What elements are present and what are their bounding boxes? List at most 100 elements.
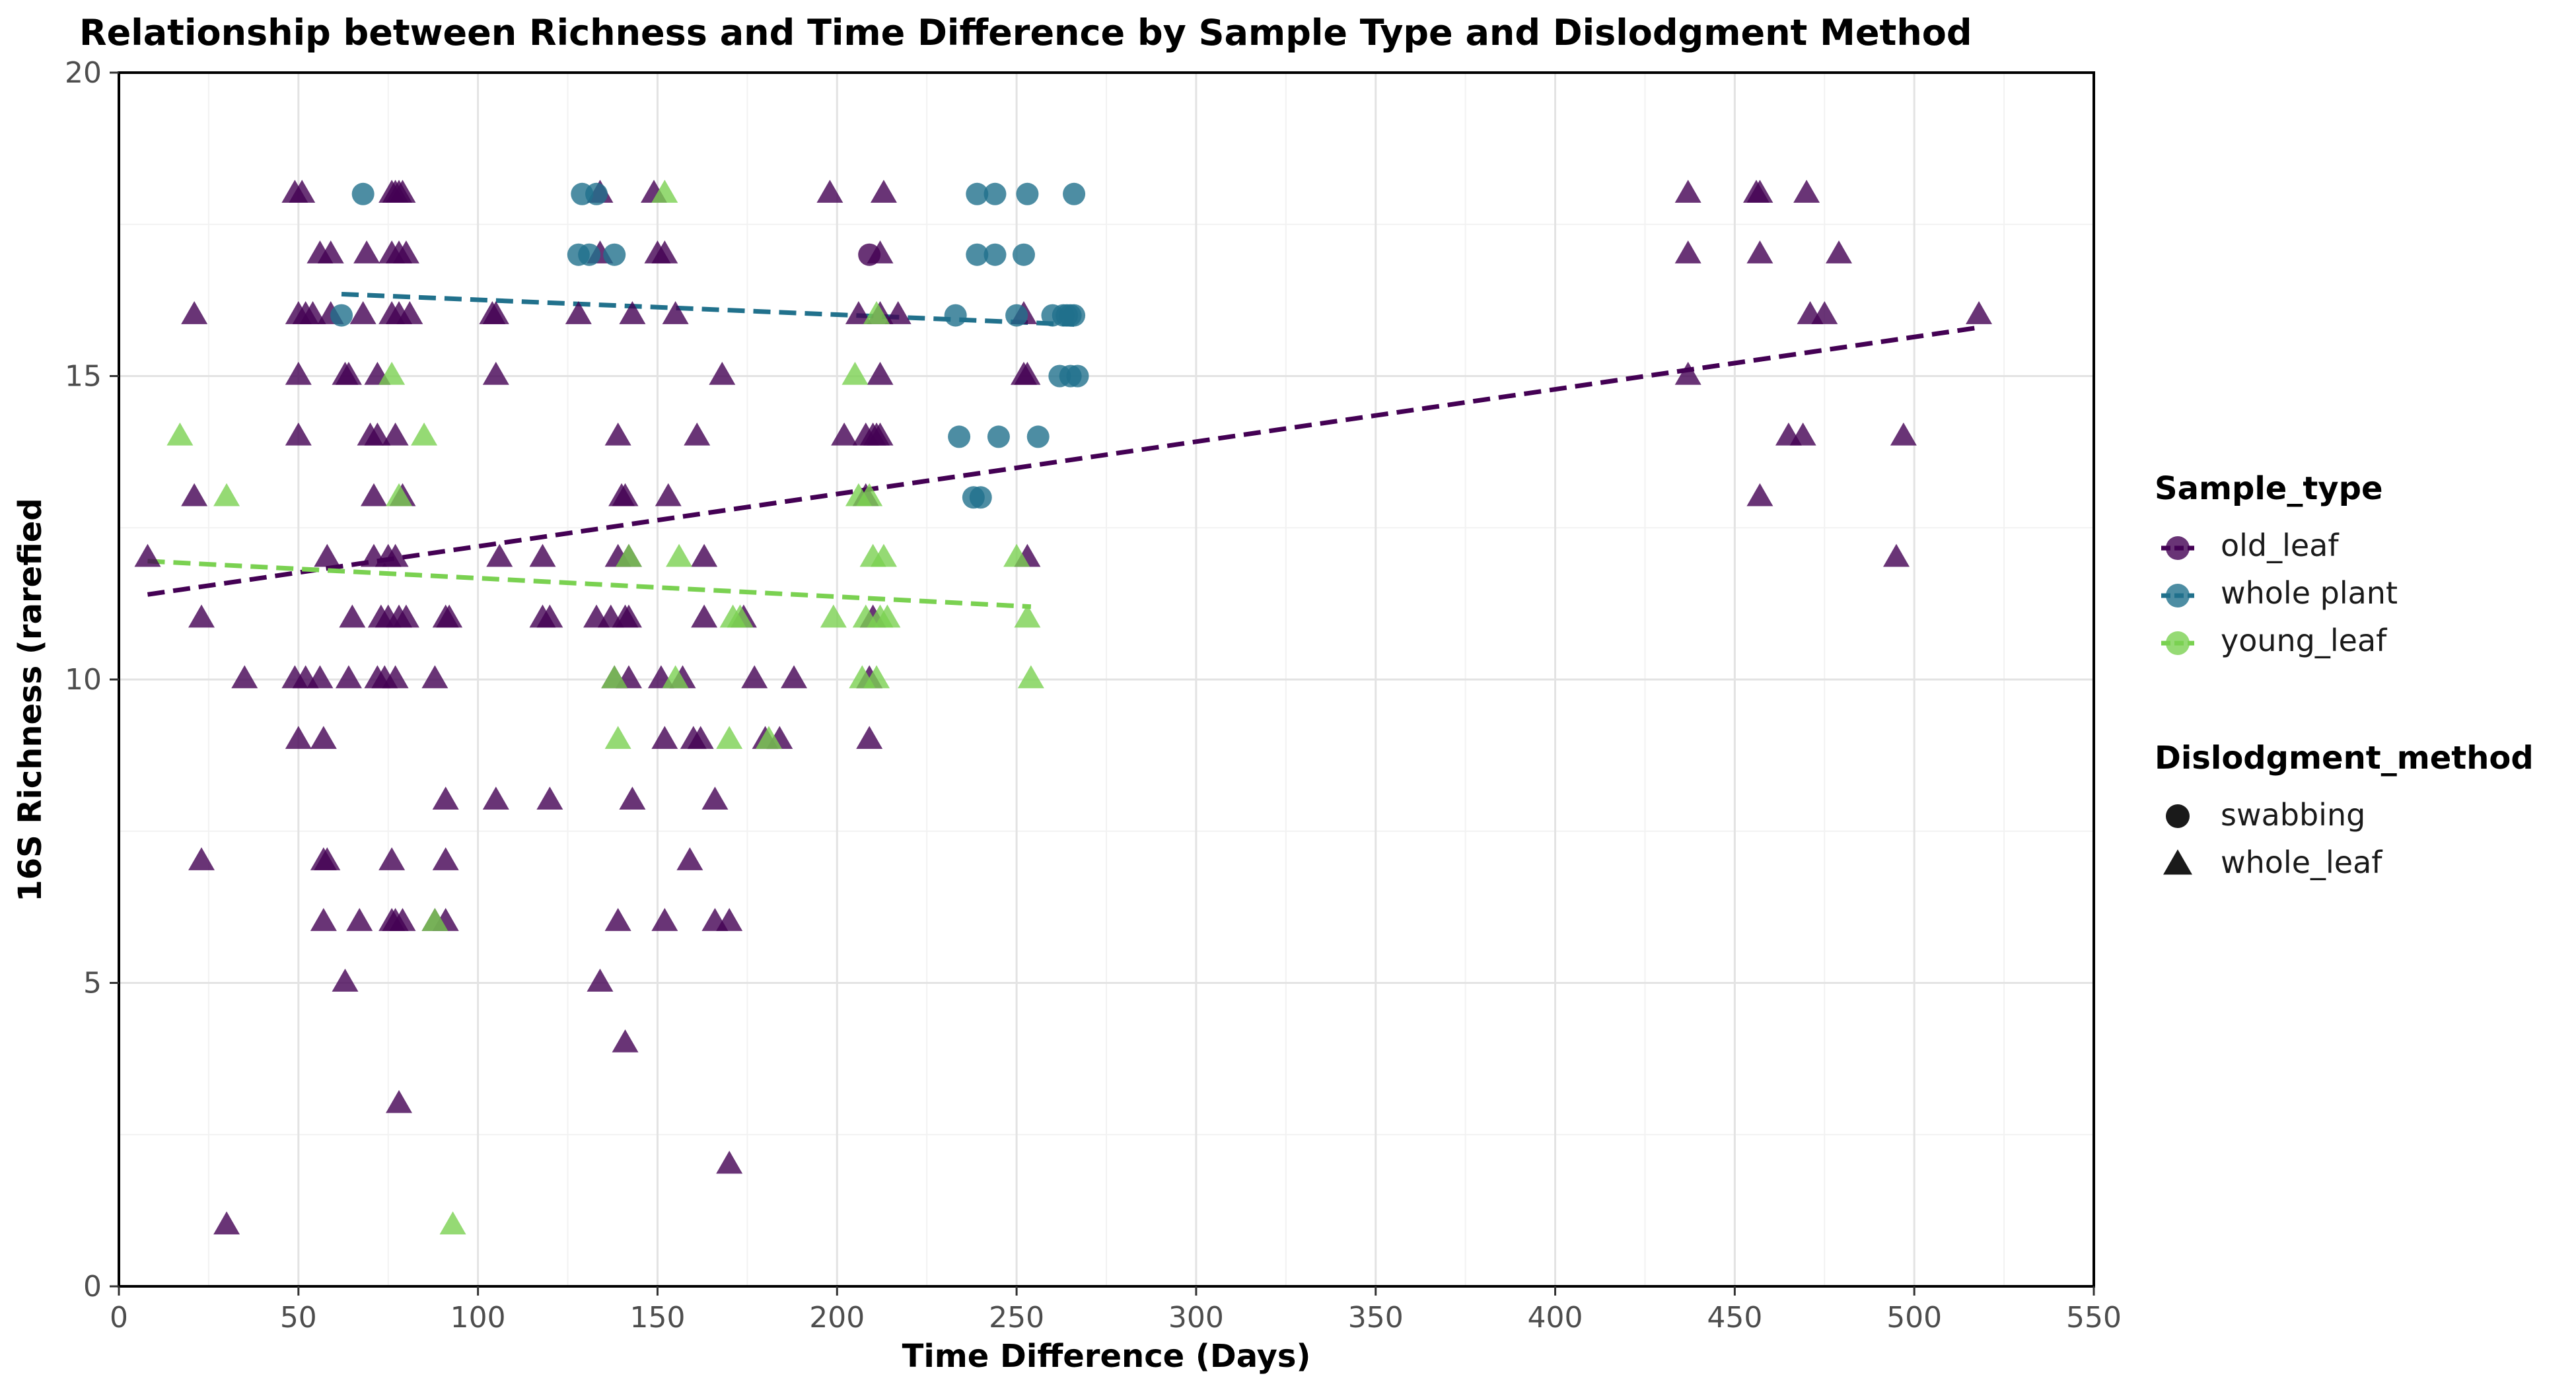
data-point [310, 726, 337, 749]
data-point [651, 240, 678, 263]
data-point [389, 908, 416, 931]
data-point [845, 301, 872, 324]
legend-method-title: Dislodgment_method [2155, 740, 2534, 777]
y-tick-label: 0 [83, 1270, 102, 1303]
y-tick-label: 10 [65, 663, 102, 697]
data-point [1005, 304, 1028, 327]
data-point [1746, 180, 1773, 203]
x-tick-label: 350 [1348, 1301, 1404, 1335]
x-axis-title: Time Difference (Days) [902, 1338, 1311, 1375]
data-point [578, 243, 601, 266]
legend-method-keys [2163, 804, 2192, 875]
data-point [666, 543, 693, 567]
data-point [285, 361, 312, 385]
data-point [831, 422, 858, 446]
grid-lines [118, 71, 2095, 1288]
data-point [604, 908, 631, 931]
data-point [432, 847, 459, 870]
data-point [867, 422, 894, 446]
data-point [1017, 665, 1044, 689]
data-point [188, 847, 215, 870]
data-point [655, 483, 682, 506]
data-point [1003, 543, 1030, 567]
data-point [285, 726, 312, 749]
data-point [482, 361, 509, 385]
data-point [741, 665, 768, 689]
data-point [231, 665, 258, 689]
x-tick-label: 400 [1528, 1301, 1583, 1335]
x-tick-label: 500 [1886, 1301, 1942, 1335]
data-point [299, 301, 326, 324]
data-point [432, 786, 459, 810]
y-tick-label: 20 [65, 56, 102, 90]
data-point [1674, 240, 1701, 263]
data-point [285, 422, 312, 446]
data-point [662, 665, 689, 689]
data-point [816, 180, 843, 203]
data-point [1746, 240, 1773, 263]
data-point [587, 968, 614, 992]
x-tick-label: 300 [1168, 1301, 1224, 1335]
data-point [716, 726, 743, 749]
data-point [351, 182, 375, 205]
legend-sample-type-title: Sample_type [2155, 470, 2383, 507]
data-point [436, 604, 463, 628]
legend-label-old-leaf: old_leaf [2221, 528, 2340, 563]
data-point [856, 483, 883, 506]
data-point [856, 726, 883, 749]
data-point [306, 665, 334, 689]
data-point [863, 301, 890, 324]
x-tick-label: 450 [1707, 1301, 1762, 1335]
data-point [382, 422, 409, 446]
data-point [863, 665, 890, 689]
data-point [396, 301, 423, 324]
data-point [382, 543, 409, 567]
data-point [870, 180, 897, 203]
data-point [188, 604, 215, 628]
data-point [884, 301, 912, 324]
data-point [870, 543, 897, 567]
trend-lines [147, 291, 1980, 609]
axes: 0 50 100 150 200 250 300 350 400 450 500 550 0 5 10 15 2… [65, 56, 2122, 1335]
data-point [1826, 240, 1853, 263]
data-point [841, 361, 869, 385]
data-point [969, 486, 992, 509]
data-point [421, 665, 448, 689]
data-point [781, 665, 808, 689]
data-point [386, 483, 413, 506]
data-point [687, 726, 714, 749]
x-tick-label: 250 [989, 1301, 1044, 1335]
data-point [339, 604, 366, 628]
x-tick-label: 550 [2066, 1301, 2122, 1335]
legend-key-marker [2166, 536, 2190, 560]
data-point [213, 1211, 240, 1235]
trend-line-whole-plant [341, 291, 1075, 327]
legend-label-swabbing: swabbing [2221, 797, 2365, 833]
data-point [727, 604, 754, 628]
legend-key-marker [2166, 584, 2190, 608]
data-point [364, 422, 391, 446]
data-point [1026, 425, 1050, 448]
data-point [1014, 361, 1041, 385]
data-point [332, 968, 359, 992]
legend-key-circle [2166, 804, 2190, 828]
data-point [1746, 483, 1773, 506]
data-point [289, 180, 316, 203]
data-point [389, 180, 416, 203]
data-point [603, 243, 626, 266]
data-point [1674, 361, 1701, 385]
data-point [966, 243, 989, 266]
data-point [213, 483, 240, 506]
data-point [612, 1029, 639, 1053]
data-point [867, 361, 894, 385]
x-tick-label: 150 [629, 1301, 685, 1335]
data-point [335, 361, 362, 385]
data-point [482, 786, 509, 810]
data-point [360, 483, 387, 506]
data-point [615, 543, 642, 567]
data-point [984, 182, 1007, 205]
data-point [1012, 243, 1035, 266]
data-points [134, 180, 1993, 1235]
data-point [536, 604, 563, 628]
